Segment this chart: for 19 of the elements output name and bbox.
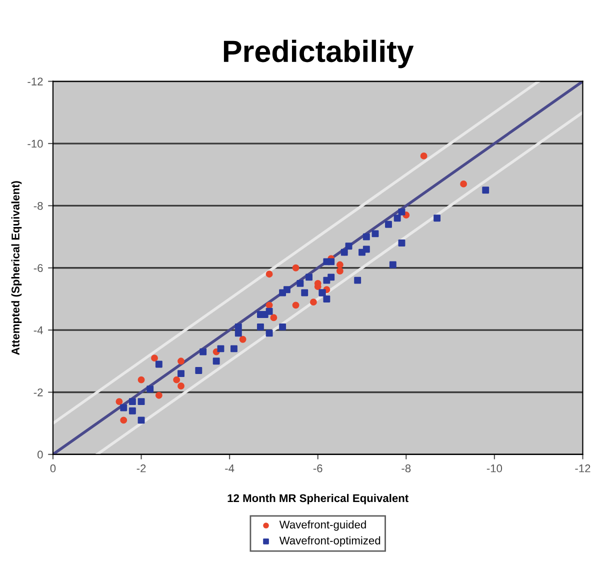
x-tick-label: -4 <box>225 464 234 472</box>
y-tick-label: -4 <box>34 326 43 334</box>
x-axis-title: 12 Month MR Spherical Equivalent <box>228 494 408 504</box>
legend-label: Wavefront-optimized <box>279 536 380 547</box>
y-tick-label: -2 <box>34 388 43 396</box>
x-tick-label: -6 <box>313 464 322 472</box>
chart-title: Predictability <box>224 40 414 68</box>
x-tick-label: -10 <box>486 464 502 472</box>
legend-label: Wavefront-guided <box>279 520 366 531</box>
y-tick-label: 0 <box>38 450 43 459</box>
x-tick-label: -2 <box>136 464 146 472</box>
y-tick-label: -8 <box>34 202 43 210</box>
y-tick-label: -6 <box>34 264 43 272</box>
y-tick-label: -12 <box>28 78 43 86</box>
x-tick-label: 0 <box>50 464 56 472</box>
x-tick-label: -8 <box>402 464 411 472</box>
x-tick-label: -12 <box>575 464 590 472</box>
y-axis-title: Attempted (Spherical Equivalent) <box>11 181 22 355</box>
y-tick-label: -10 <box>28 140 43 148</box>
